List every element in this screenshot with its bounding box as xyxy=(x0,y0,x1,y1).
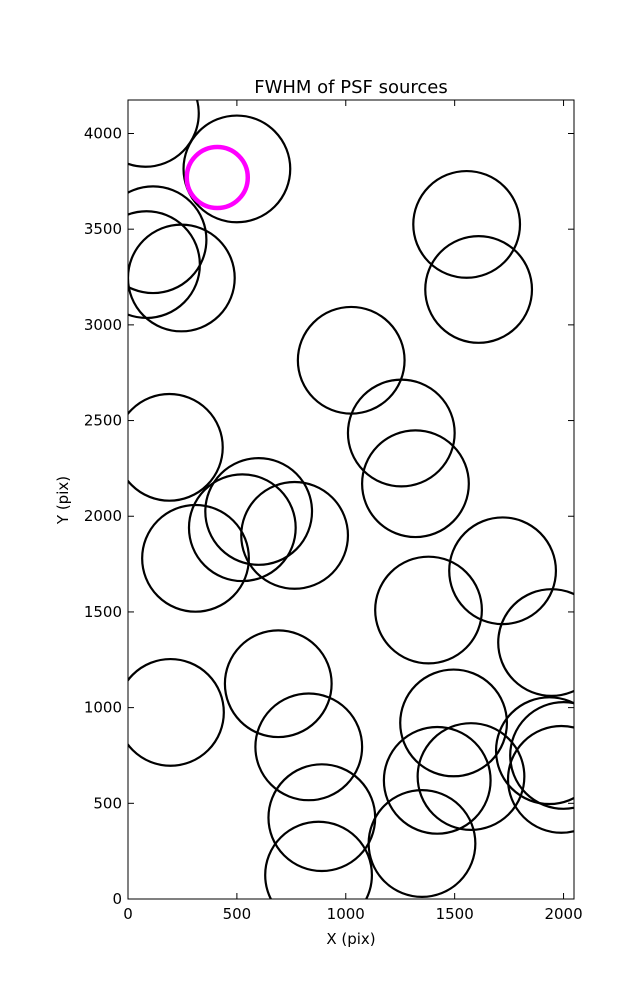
y-tick-label: 1000 xyxy=(84,699,122,717)
y-tick-label: 2500 xyxy=(84,412,122,430)
x-tick-label: 0 xyxy=(123,905,133,923)
psf-source-circle xyxy=(412,169,522,279)
psf-source-circle xyxy=(128,185,208,295)
psf-source-circle xyxy=(448,516,558,626)
psf-source-circle xyxy=(254,692,364,802)
x-tick-label: 1000 xyxy=(327,905,365,923)
psf-source-circle xyxy=(296,305,406,415)
psf-source-circle xyxy=(367,789,477,898)
y-tick-label: 0 xyxy=(112,890,122,908)
psf-source-circle xyxy=(223,629,333,739)
plot-frame xyxy=(127,99,575,900)
psf-source-circle xyxy=(128,100,200,168)
psf-source-circle xyxy=(399,668,509,778)
y-tick-label: 1500 xyxy=(84,603,122,621)
y-tick-label: 3000 xyxy=(84,316,122,334)
psf-source-circle xyxy=(361,429,470,539)
y-axis-label: Y (pix) xyxy=(54,476,72,525)
y-tick-label: 500 xyxy=(93,794,122,812)
psf-source-circle xyxy=(240,480,350,590)
psf-source-circle xyxy=(506,724,574,834)
psf-source-circle xyxy=(374,555,483,665)
psf-source-circle xyxy=(128,657,225,767)
y-tick-label: 3500 xyxy=(84,220,122,238)
psf-source-circle xyxy=(141,503,250,613)
psf-source-circle xyxy=(382,725,492,835)
psf-source-circle xyxy=(128,392,224,502)
psf-source-circle xyxy=(416,722,526,831)
psf-source-circle xyxy=(264,820,373,899)
x-tick-label: 2000 xyxy=(544,905,582,923)
y-tick-label: 4000 xyxy=(84,124,122,142)
x-tick-label: 500 xyxy=(223,905,252,923)
psf-source-circle xyxy=(497,588,574,697)
psf-source-circle xyxy=(494,696,574,806)
psf-source-circle xyxy=(346,378,456,488)
x-tick-label: 1500 xyxy=(436,905,474,923)
chart-title: FWHM of PSF sources xyxy=(254,77,448,98)
psf-source-circle xyxy=(204,457,314,566)
y-tick-label: 2000 xyxy=(84,507,122,525)
psf-source-circle xyxy=(182,114,292,224)
highlighted-psf-circle xyxy=(184,144,251,211)
psf-source-circle xyxy=(187,473,297,583)
psf-source-circle xyxy=(424,235,534,344)
psf-source-circle xyxy=(267,763,377,873)
psf-source-circle xyxy=(128,223,236,333)
psf-source-circle xyxy=(509,701,574,810)
x-axis-label: X (pix) xyxy=(326,930,375,948)
